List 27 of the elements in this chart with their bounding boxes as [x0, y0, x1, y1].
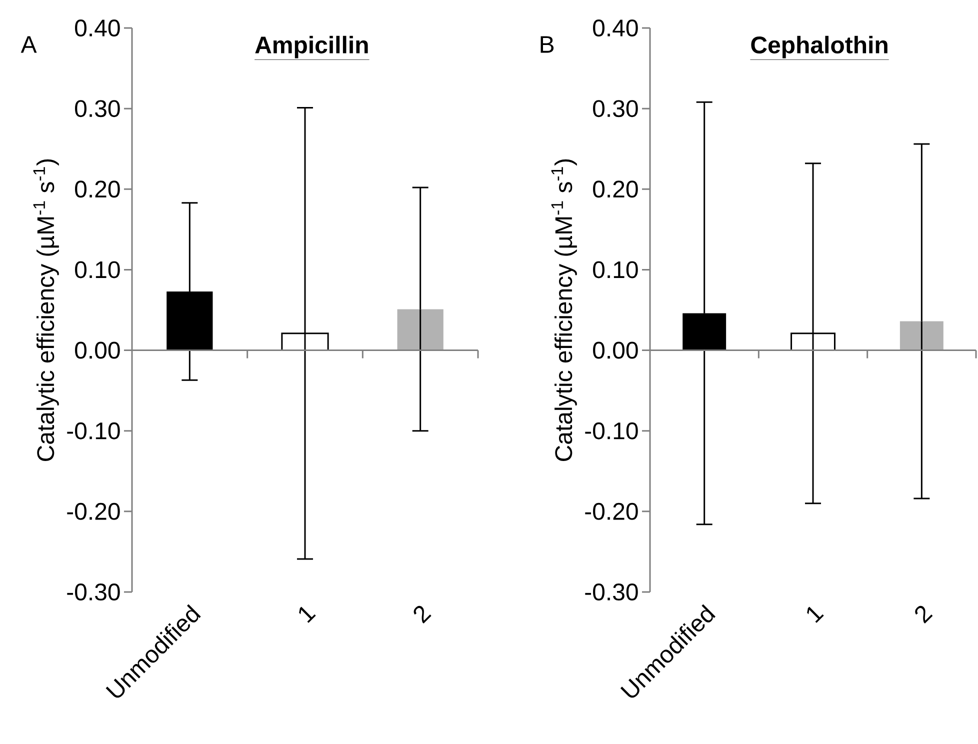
- chart-title: Cephalothin: [751, 36, 888, 58]
- y-tick-label: 0.10: [75, 261, 120, 278]
- y-tick-label: -0.30: [67, 583, 120, 600]
- y-tick-label: 0.20: [75, 180, 120, 198]
- chart-title: Ampicillin: [255, 36, 368, 58]
- text: A: [20, 36, 37, 53]
- y-tick-label: -0.10: [67, 422, 120, 440]
- x-tick-label: 1: [807, 606, 824, 623]
- y-tick-label: 0.00: [75, 342, 120, 359]
- y-tick-label: 0.30: [593, 100, 638, 118]
- y-tick-label: 0.00: [593, 342, 638, 359]
- x-tick-label: 1: [299, 606, 316, 623]
- y-tick-label: 0.40: [75, 19, 120, 36]
- y-tick-label: -0.30: [585, 583, 638, 600]
- x-tick-label: 2: [915, 606, 933, 624]
- y-tick-label: -0.10: [585, 422, 638, 440]
- y-tick-label: 0.10: [593, 261, 638, 278]
- text: B: [540, 36, 554, 53]
- y-tick-label: 0.40: [593, 19, 638, 36]
- x-tick-label: 2: [414, 606, 432, 624]
- y-tick-label: -0.20: [585, 502, 638, 520]
- y-axis-title: Catalytic efficiency (µM$^{-1}$ s$^{-1}$): [33, 159, 59, 461]
- y-tick-label: -0.20: [67, 502, 120, 520]
- y-axis-title: Catalytic efficiency (µM$^{-1}$ s$^{-1}$): [551, 159, 577, 461]
- bar: [397, 309, 444, 350]
- y-tick-label: 0.20: [593, 180, 638, 198]
- y-tick-label: 0.30: [75, 100, 120, 118]
